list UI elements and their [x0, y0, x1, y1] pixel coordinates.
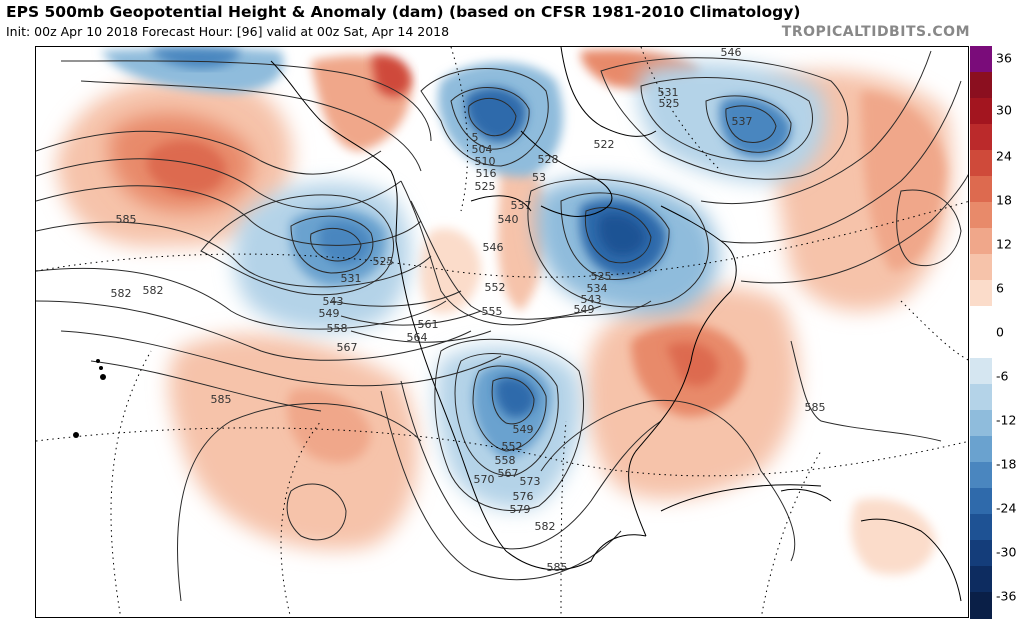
contour-label: 561 [418, 318, 439, 331]
contour-label: 534 [587, 282, 608, 295]
contour-label: 525 [659, 97, 680, 110]
chart-subtitle: Init: 00z Apr 10 2018 Forecast Hour: [96… [6, 24, 450, 39]
colorbar-segment [970, 202, 992, 229]
contour-label: 543 [323, 295, 344, 308]
contour-label: 552 [502, 440, 523, 453]
colorbar-tick-label: -30 [996, 544, 1017, 560]
colorbar-tick-label: 0 [996, 324, 1004, 340]
colorbar-tick-label: 12 [996, 236, 1012, 252]
contour-label: 540 [498, 213, 519, 226]
colorbar-tick-label: -36 [996, 588, 1017, 604]
contour-label: 555 [482, 305, 503, 318]
contour-label: 531 [658, 86, 679, 99]
contour-label: 585 [805, 401, 826, 414]
colorbar-segment [970, 254, 992, 281]
contour-label: 525 [475, 180, 496, 193]
anomaly-colorbar [970, 46, 992, 619]
contour-label: 525 [373, 255, 394, 268]
contour-label: 582 [111, 287, 132, 300]
colorbar-segment [970, 384, 992, 411]
contour-label: 564 [407, 331, 428, 344]
colorbar-tick-label: 36 [996, 50, 1012, 66]
map-canvas: 585 582 582 585 525 531 543 549 558 567 … [36, 47, 968, 617]
colorbar-segment [970, 306, 992, 333]
contour-label: 582 [143, 284, 164, 297]
colorbar-segment [970, 514, 992, 541]
graticule [36, 47, 968, 617]
map-panel: 585 582 582 585 525 531 543 549 558 567 … [35, 46, 969, 618]
contour-label: 537 [732, 115, 753, 128]
contour-label: 53 [532, 171, 546, 184]
colorbar-tick-label: -6 [996, 368, 1009, 384]
contour-label: 570 [474, 473, 495, 486]
colorbar-segment [970, 566, 992, 593]
contour-label: 543 [581, 293, 602, 306]
colorbar-segment [970, 540, 992, 567]
contour-label: 516 [476, 167, 497, 180]
contour-label: 585 [547, 561, 568, 574]
contour-label: 558 [495, 454, 516, 467]
colorbar-tick-label: 30 [996, 102, 1012, 118]
colorbar-segment [970, 592, 992, 619]
contour-label: 567 [498, 467, 519, 480]
contour-label: 576 [513, 490, 534, 503]
contour-label: 549 [574, 303, 595, 316]
contour-label: 5 [472, 131, 479, 144]
contour-label: 504 [472, 143, 493, 156]
contour-label: 546 [721, 47, 742, 59]
contour-label: 558 [327, 322, 348, 335]
contour-label: 567 [337, 341, 358, 354]
contour-label: 528 [538, 153, 559, 166]
colorbar-tick-label: 6 [996, 280, 1004, 296]
contour-label: 573 [520, 475, 541, 488]
colorbar-segment [970, 98, 992, 125]
contour-label: 585 [116, 213, 137, 226]
colorbar-tick-label: -12 [996, 412, 1017, 428]
colorbar-segment [970, 280, 992, 307]
colorbar-segment [970, 228, 992, 255]
contour-label: 522 [594, 138, 615, 151]
colorbar-segment [970, 436, 992, 463]
contour-label: 537 [511, 199, 532, 212]
contour-label: 531 [341, 272, 362, 285]
colorbar-tick-label: -18 [996, 456, 1017, 472]
coastlines [270, 47, 962, 602]
colorbar-segment [970, 150, 992, 177]
height-contours [36, 50, 968, 602]
colorbar-segment [970, 124, 992, 151]
contour-label: 552 [485, 281, 506, 294]
colorbar-segment [970, 72, 992, 99]
contour-label: 549 [513, 423, 534, 436]
colorbar-segment [970, 176, 992, 203]
contour-label: 585 [211, 393, 232, 406]
colorbar-segment [970, 462, 992, 489]
contour-label: 582 [535, 520, 556, 533]
site-credit: TROPICALTIDBITS.COM [781, 24, 970, 40]
contour-label: 510 [475, 155, 496, 168]
colorbar-segment [970, 488, 992, 515]
colorbar-segment [970, 358, 992, 385]
contour-label: 546 [483, 241, 504, 254]
colorbar-tick-label: -24 [996, 500, 1017, 516]
colorbar-segment [970, 332, 992, 359]
contour-labels: 585 582 582 585 525 531 543 549 558 567 … [111, 47, 826, 574]
colorbar-segment [970, 46, 992, 73]
contour-label: 579 [510, 503, 531, 516]
colorbar-tick-label: 18 [996, 192, 1012, 208]
colorbar-tick-label: 24 [996, 148, 1012, 164]
chart-title: EPS 500mb Geopotential Height & Anomaly … [6, 3, 801, 21]
contour-label: 525 [591, 270, 612, 283]
colorbar-segment [970, 410, 992, 437]
islands [73, 359, 106, 438]
contour-label: 549 [319, 307, 340, 320]
